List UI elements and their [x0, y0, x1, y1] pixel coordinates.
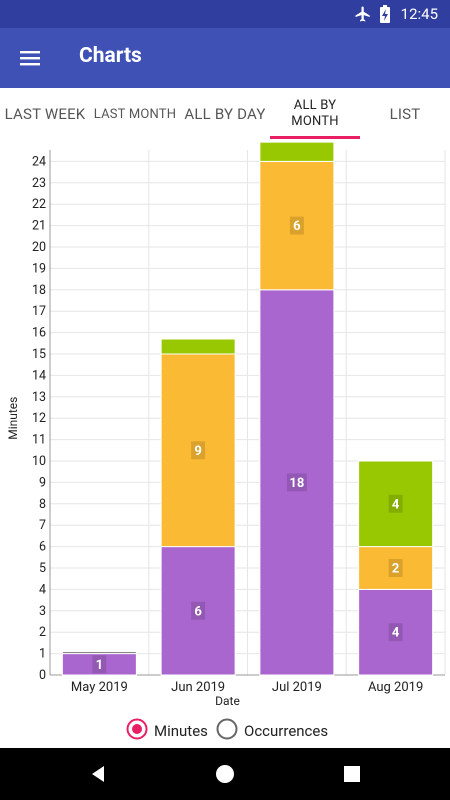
status-bar: 12:45 — [0, 0, 450, 28]
y-tick-label: 9 — [39, 475, 46, 490]
y-tick-label: 19 — [32, 261, 46, 276]
y-tick-label: 21 — [32, 219, 46, 234]
navigation-bar — [0, 748, 450, 800]
y-tick-label: 8 — [39, 497, 46, 512]
y-tick-label: 17 — [32, 304, 46, 319]
bar-segment — [259, 289, 335, 676]
tab-bar: LAST WEEK LAST MONTH ALL BY DAY ALL BY M… — [0, 88, 450, 140]
y-tick-label: 15 — [32, 347, 46, 362]
recents-icon[interactable] — [340, 762, 364, 786]
y-tick-label: 23 — [32, 176, 46, 191]
y-tick-label: 13 — [32, 390, 46, 405]
app-title: Charts — [79, 44, 142, 68]
airplane-mode-icon — [355, 6, 370, 22]
app-bar: Charts — [0, 28, 450, 88]
y-tick-label: 0 — [39, 668, 46, 683]
data-label-box — [289, 216, 304, 235]
data-label-box — [388, 559, 403, 577]
data-label: 9 — [194, 444, 201, 459]
tab-last-week[interactable]: LAST WEEK — [4, 105, 86, 123]
data-label: 6 — [293, 219, 301, 234]
y-tick-label: 24 — [32, 154, 46, 169]
bar-segment — [358, 460, 434, 548]
y-tick-label: 5 — [39, 561, 46, 576]
legend: Minutes Occurrences — [0, 712, 450, 746]
y-tick-label: 16 — [32, 326, 46, 341]
bar-segment — [160, 353, 236, 548]
back-icon[interactable] — [86, 762, 110, 786]
y-tick-label: 1 — [39, 647, 46, 662]
y-tick-label: 4 — [39, 582, 46, 597]
bar-segment — [61, 650, 137, 655]
y-tick-label: 10 — [32, 454, 46, 469]
tab-all-by-day[interactable]: ALL BY DAY — [184, 105, 266, 123]
home-icon[interactable] — [213, 762, 237, 786]
x-tick-label: Jun 2019 — [171, 680, 225, 695]
tab-last-month[interactable]: LAST MONTH — [93, 106, 177, 122]
y-tick-label: 20 — [32, 240, 46, 255]
tab-list[interactable]: LIST — [389, 105, 421, 123]
battery-charging-icon — [380, 5, 390, 23]
data-label: 2 — [392, 562, 399, 577]
chart-svg: 0123456789101112131415161718192021222324… — [6, 141, 446, 708]
data-label-box — [388, 623, 403, 642]
y-tick-label: 14 — [32, 368, 46, 383]
bar-segment — [160, 338, 236, 355]
y-tick-label: 12 — [32, 411, 46, 426]
data-label-box — [388, 494, 403, 513]
minutes-radio[interactable] — [126, 718, 148, 740]
hamburger-menu-icon[interactable] — [18, 46, 42, 70]
occurrences-label: Occurrences — [244, 722, 329, 740]
x-tick-label: Jul 2019 — [272, 680, 322, 695]
status-time: 12:45 — [400, 5, 438, 23]
tab-all-by-month[interactable]: ALL BY MONTH — [291, 98, 339, 129]
y-tick-label: 6 — [39, 540, 46, 555]
y-tick-label: 2 — [39, 625, 46, 640]
data-label: 1 — [96, 658, 103, 673]
y-tick-label: 7 — [39, 518, 46, 533]
y-tick-label: 22 — [32, 197, 46, 212]
x-tick-label: Aug 2019 — [368, 680, 423, 695]
minutes-label: Minutes — [154, 722, 208, 740]
data-label: 18 — [289, 476, 304, 491]
data-label-box — [191, 441, 206, 460]
y-tick-label: 18 — [32, 283, 46, 298]
y-tick-label: 3 — [39, 604, 46, 619]
bar-segment — [358, 588, 434, 676]
data-label-box — [92, 655, 107, 674]
data-label: 4 — [392, 497, 400, 512]
tab-indicator — [270, 136, 360, 139]
x-tick-label: May 2019 — [71, 680, 128, 695]
stacked-bar-chart: 0 1 2 3 4 5 6 7 8 9 10 11 12 13 14 15 16 17 18 19 20 21 22 23 24… — [0, 140, 450, 708]
x-axis-title: Date — [215, 694, 240, 705]
bar-segment — [358, 546, 434, 590]
occurrences-radio[interactable] — [216, 718, 238, 740]
data-label-box — [286, 473, 307, 492]
bar-segment — [259, 141, 335, 162]
y-axis-title: Minutes — [6, 397, 20, 440]
y-tick-label: 11 — [32, 433, 46, 448]
data-label-box — [191, 601, 206, 620]
data-label: 6 — [194, 604, 202, 619]
data-label: 4 — [392, 626, 400, 641]
bar-segment — [160, 546, 236, 676]
